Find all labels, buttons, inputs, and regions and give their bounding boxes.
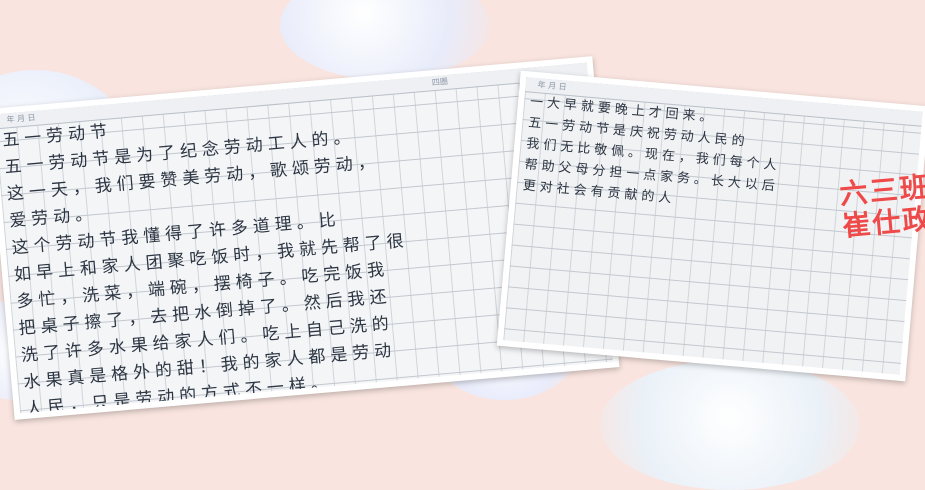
header-stamp: 四圈 <box>431 76 449 88</box>
decorative-bubble <box>600 360 860 490</box>
signature-overlay: 六三班 崔仕政 <box>838 170 925 243</box>
